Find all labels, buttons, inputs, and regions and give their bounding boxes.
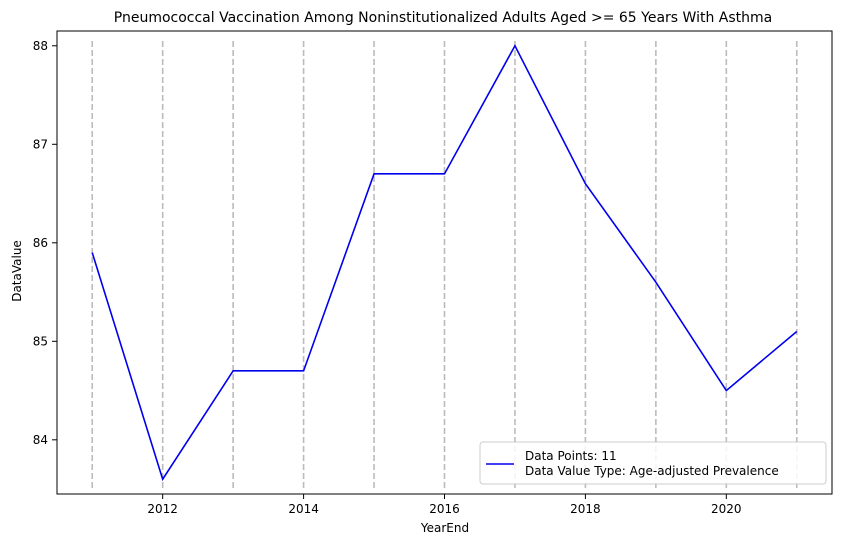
- x-axis-label: YearEnd: [420, 521, 469, 535]
- x-tick-label: 2018: [570, 502, 601, 516]
- x-tick-label: 2016: [429, 502, 460, 516]
- y-axis-label: DataValue: [10, 240, 24, 302]
- series-line: [91, 44, 798, 482]
- y-tick-label: 88: [33, 39, 48, 53]
- x-tick-label: 2012: [147, 502, 178, 516]
- legend-line-1: Data Points: 11: [525, 449, 617, 463]
- chart-title: Pneumococcal Vaccination Among Noninstit…: [114, 10, 772, 26]
- x-tick-label: 2020: [711, 502, 742, 516]
- reference-lines: [91, 41, 798, 490]
- legend-line-2: Data Value Type: Age-adjusted Prevalence: [525, 464, 779, 478]
- y-tick-label: 86: [33, 236, 48, 250]
- y-tick-label: 85: [33, 334, 48, 348]
- x-axis: 2012 2014 2016 2018 2020: [147, 494, 742, 516]
- y-axis: 84 85 86 87 88: [33, 39, 57, 447]
- legend-box: [479, 441, 827, 485]
- legend: Data Points: 11 Data Value Type: Age-adj…: [479, 441, 827, 485]
- y-tick-label: 84: [33, 433, 48, 447]
- x-tick-label: 2014: [288, 502, 319, 516]
- y-tick-label: 87: [33, 137, 48, 151]
